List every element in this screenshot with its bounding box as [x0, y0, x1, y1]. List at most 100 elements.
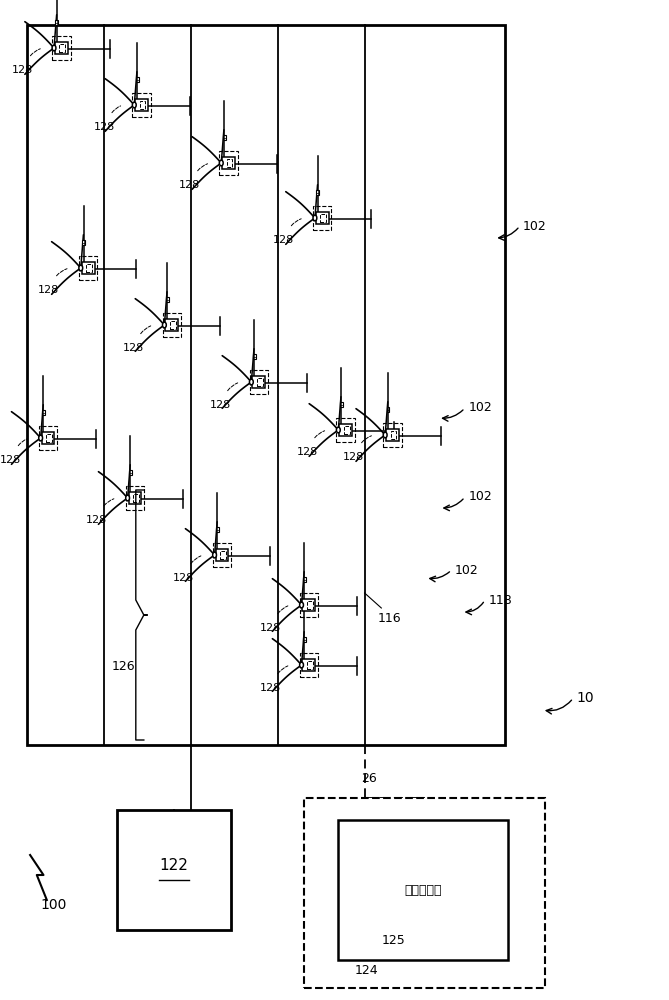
Text: 128: 128: [260, 623, 281, 633]
Bar: [339, 424, 352, 436]
Bar: [56, 20, 58, 25]
Bar: [136, 77, 138, 82]
Bar: [213, 543, 231, 567]
Bar: [163, 313, 181, 337]
Bar: [307, 661, 312, 669]
Bar: [340, 402, 343, 407]
Text: 102: 102: [523, 220, 547, 232]
Text: 128: 128: [86, 515, 107, 525]
Bar: [391, 431, 396, 439]
Bar: [133, 494, 138, 502]
Bar: [257, 378, 262, 386]
Text: 124: 124: [355, 964, 378, 976]
Text: 126: 126: [112, 660, 136, 673]
Bar: [216, 527, 219, 532]
Text: 118: 118: [488, 593, 512, 606]
Circle shape: [132, 102, 136, 108]
Bar: [135, 99, 148, 111]
Bar: [222, 157, 235, 169]
Bar: [132, 93, 151, 117]
Circle shape: [39, 435, 43, 441]
Circle shape: [79, 265, 83, 271]
Circle shape: [219, 160, 223, 166]
Text: 102: 102: [468, 490, 492, 504]
Circle shape: [313, 215, 317, 221]
Bar: [300, 653, 318, 677]
Bar: [42, 410, 45, 415]
Text: 128: 128: [122, 343, 144, 353]
Bar: [117, 810, 231, 930]
Bar: [86, 264, 92, 272]
Bar: [128, 492, 141, 504]
Circle shape: [300, 662, 304, 668]
Bar: [82, 262, 94, 274]
Bar: [55, 42, 68, 54]
Text: 128: 128: [296, 447, 318, 457]
Text: 128: 128: [173, 573, 194, 583]
Circle shape: [52, 45, 56, 51]
Bar: [46, 434, 52, 442]
Bar: [39, 426, 57, 450]
Bar: [386, 429, 399, 441]
Text: 128: 128: [38, 285, 60, 295]
Text: 128: 128: [12, 65, 33, 75]
Text: 128: 128: [0, 455, 21, 465]
Circle shape: [383, 432, 387, 438]
Bar: [303, 577, 306, 582]
Circle shape: [213, 552, 217, 558]
Circle shape: [163, 322, 167, 328]
Bar: [165, 319, 178, 331]
Text: 125: 125: [381, 934, 405, 946]
Bar: [220, 551, 225, 559]
Bar: [252, 376, 265, 388]
Bar: [129, 470, 132, 475]
Text: 128: 128: [260, 683, 281, 693]
Text: 26: 26: [361, 772, 377, 785]
Circle shape: [126, 495, 130, 501]
Bar: [302, 599, 315, 611]
Bar: [307, 601, 312, 609]
Bar: [316, 190, 319, 195]
Bar: [304, 798, 545, 988]
Bar: [170, 321, 175, 329]
Bar: [140, 101, 145, 109]
Circle shape: [337, 427, 341, 433]
Text: 基站接收器: 基站接收器: [404, 884, 442, 896]
Text: 102: 102: [468, 401, 492, 414]
Text: 10: 10: [577, 691, 594, 705]
Bar: [41, 432, 54, 444]
Text: 128: 128: [94, 122, 115, 132]
Bar: [126, 486, 144, 510]
Bar: [338, 820, 508, 960]
Text: 128: 128: [179, 180, 201, 190]
Text: 116: 116: [378, 611, 401, 624]
Bar: [82, 240, 85, 245]
Bar: [250, 370, 268, 394]
Text: 128: 128: [209, 400, 231, 410]
Bar: [253, 354, 256, 359]
Circle shape: [300, 602, 304, 608]
Text: 122: 122: [159, 858, 189, 872]
Bar: [219, 151, 237, 175]
Bar: [320, 214, 326, 222]
Bar: [316, 212, 328, 224]
Text: 128: 128: [273, 235, 294, 245]
Bar: [27, 25, 505, 745]
Bar: [383, 423, 401, 447]
Bar: [302, 659, 315, 671]
Bar: [300, 593, 318, 617]
Bar: [303, 637, 306, 642]
Bar: [79, 256, 97, 280]
Bar: [215, 549, 228, 561]
Bar: [223, 135, 225, 140]
Bar: [227, 159, 232, 167]
Text: 102: 102: [455, 563, 479, 576]
Bar: [166, 297, 169, 302]
Bar: [60, 44, 65, 52]
Text: 100: 100: [40, 898, 66, 912]
Text: 128: 128: [343, 452, 365, 462]
Bar: [344, 426, 349, 434]
Bar: [387, 407, 389, 412]
Circle shape: [250, 379, 254, 385]
Bar: [337, 418, 355, 442]
